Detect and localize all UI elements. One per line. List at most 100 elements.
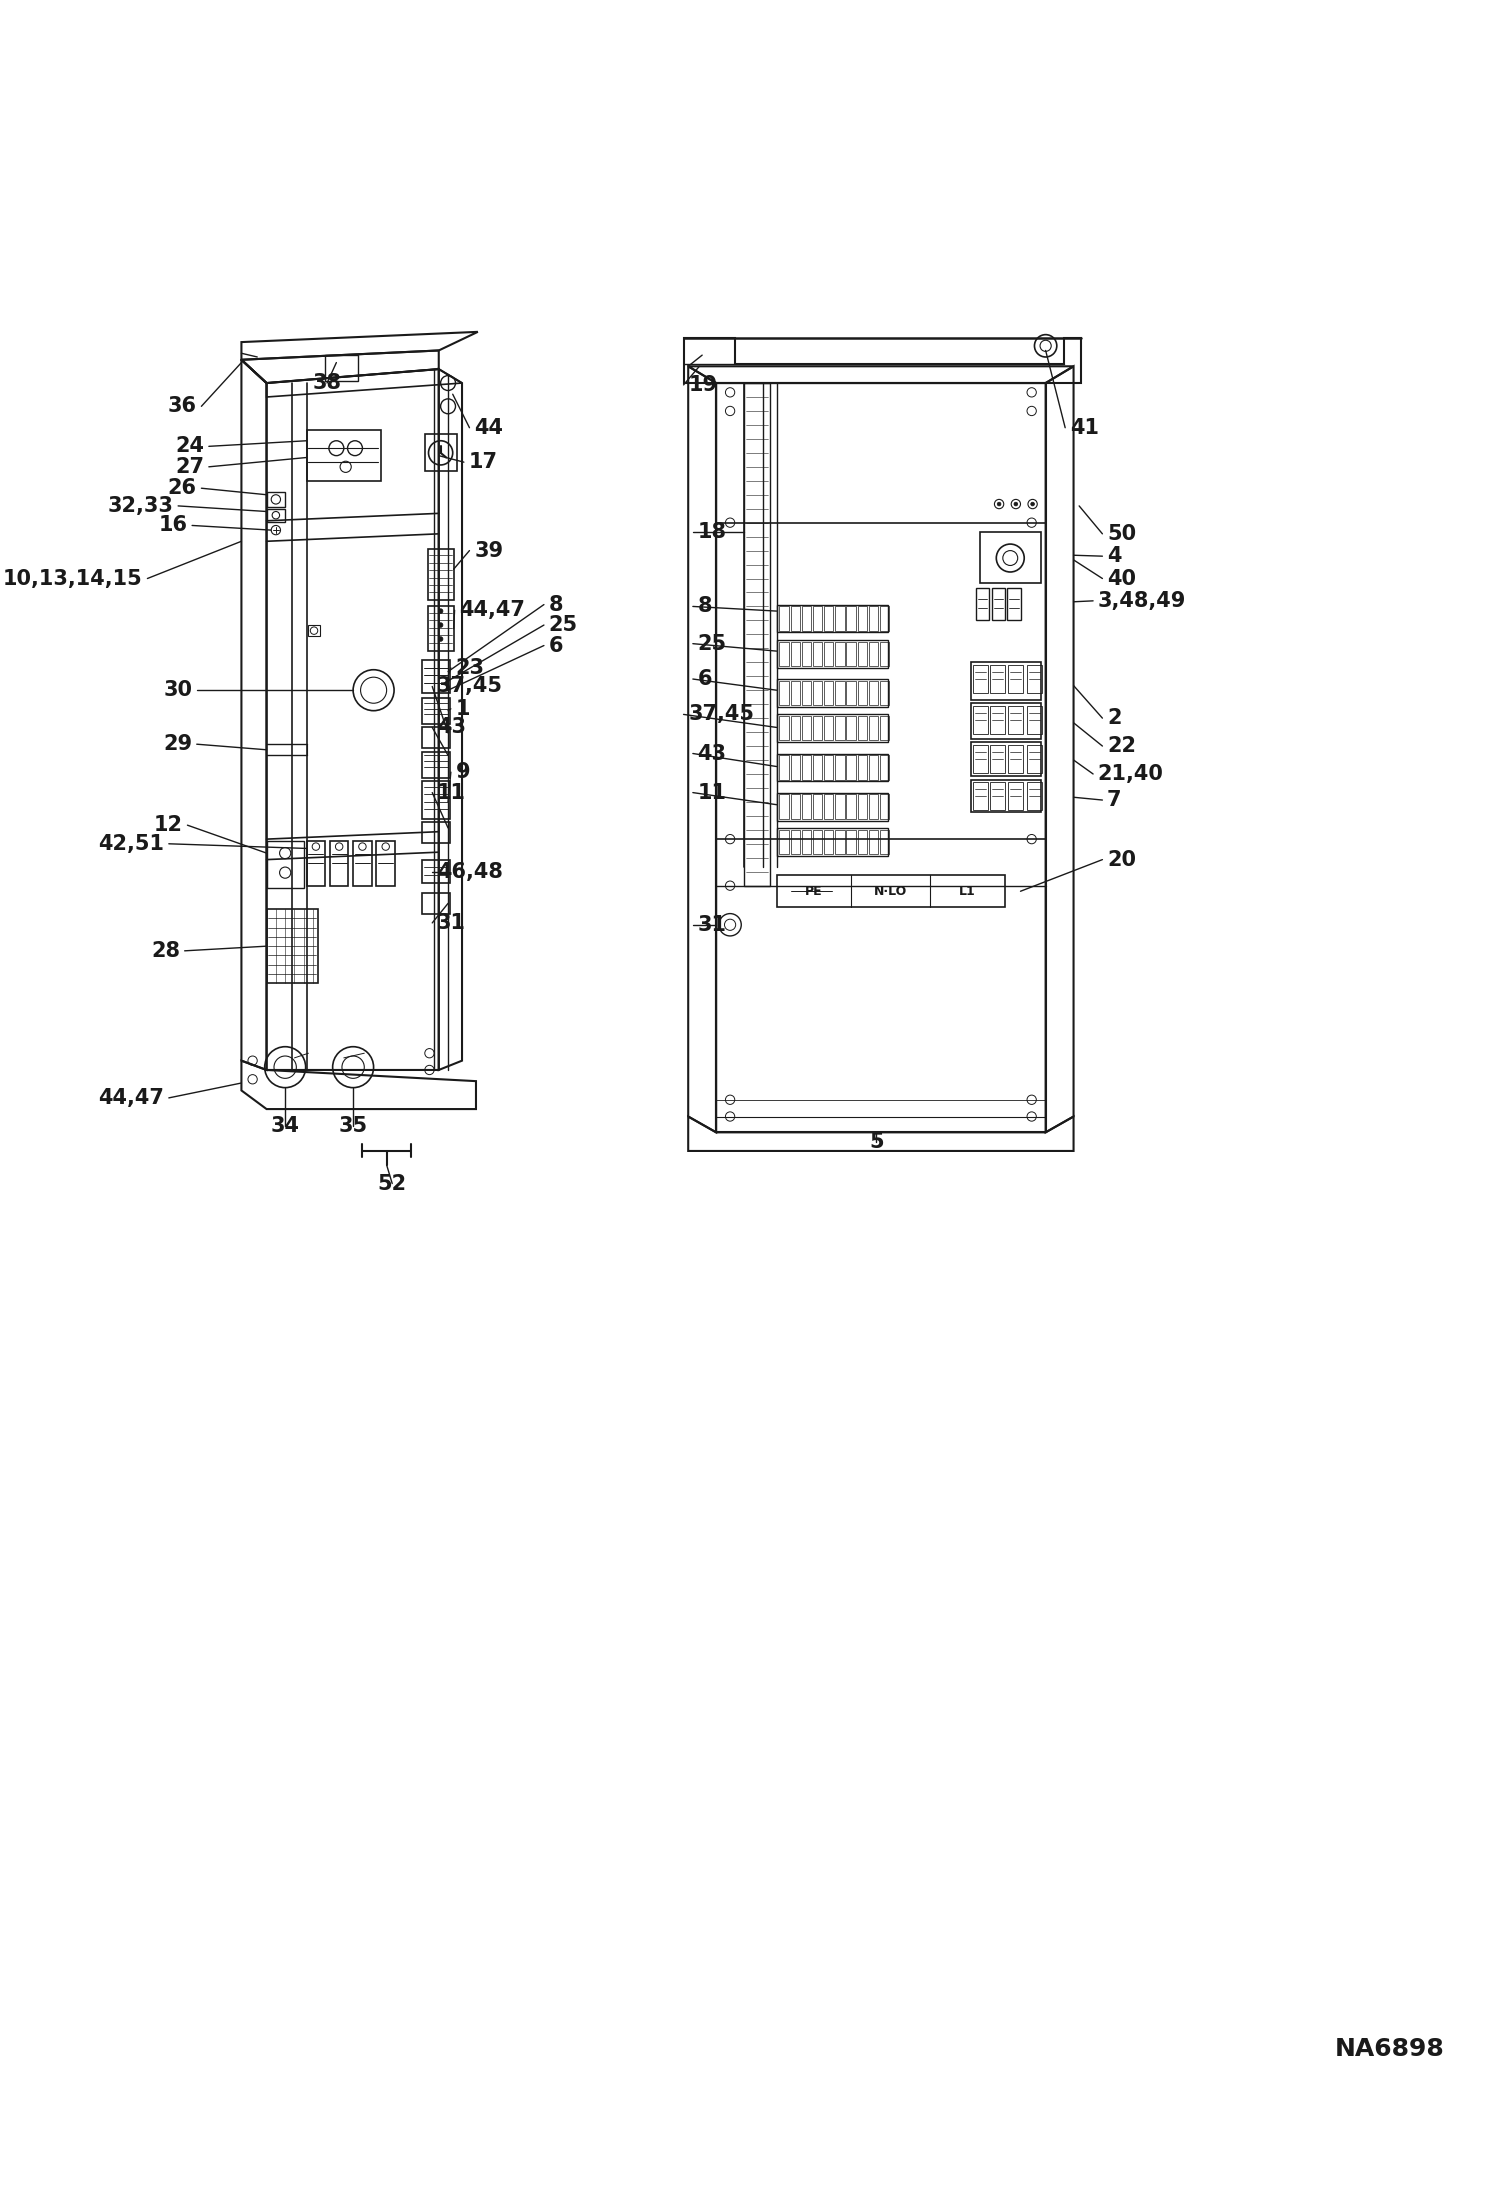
Text: 44,47: 44,47 xyxy=(99,1088,165,1107)
Text: 3,48,49: 3,48,49 xyxy=(1098,590,1186,612)
Bar xyxy=(1008,664,1023,693)
Text: 6: 6 xyxy=(548,636,563,656)
Text: 28: 28 xyxy=(151,941,180,961)
Bar xyxy=(1028,706,1043,735)
Bar xyxy=(1008,706,1023,735)
Bar xyxy=(869,643,878,667)
Bar xyxy=(791,607,800,632)
Bar xyxy=(869,794,878,818)
Bar xyxy=(267,491,285,507)
Bar xyxy=(801,643,810,667)
Bar xyxy=(879,643,890,667)
Text: 25: 25 xyxy=(548,614,578,636)
Bar xyxy=(858,607,867,632)
Bar xyxy=(422,822,449,842)
Bar xyxy=(879,680,890,706)
Text: 30: 30 xyxy=(163,680,192,700)
Bar xyxy=(974,746,987,774)
Text: 8: 8 xyxy=(548,594,563,614)
Bar xyxy=(267,840,304,888)
Bar xyxy=(981,533,1041,583)
Bar xyxy=(801,794,810,818)
Text: 27: 27 xyxy=(175,456,204,476)
Text: 2: 2 xyxy=(1107,708,1122,728)
Text: 26: 26 xyxy=(168,478,196,498)
Text: 32,33: 32,33 xyxy=(108,496,174,515)
Bar xyxy=(836,754,845,779)
Text: 46,48: 46,48 xyxy=(437,862,503,882)
Bar xyxy=(801,607,810,632)
Bar xyxy=(990,664,1005,693)
Text: 38: 38 xyxy=(313,373,342,393)
Bar xyxy=(427,548,454,601)
Bar xyxy=(422,893,449,914)
Bar xyxy=(776,792,888,820)
Bar xyxy=(801,829,810,853)
Text: 50: 50 xyxy=(1107,524,1135,544)
Bar xyxy=(971,743,1041,776)
Bar xyxy=(813,754,822,779)
Text: 11: 11 xyxy=(437,783,466,803)
Bar xyxy=(846,607,855,632)
Text: 41: 41 xyxy=(1070,417,1100,439)
Text: N·LO: N·LO xyxy=(873,884,906,897)
Bar xyxy=(836,607,845,632)
Text: 24: 24 xyxy=(175,436,204,456)
Text: 10,13,14,15: 10,13,14,15 xyxy=(3,568,142,588)
Bar xyxy=(791,717,800,741)
Bar xyxy=(824,643,833,667)
Bar xyxy=(975,588,989,621)
Bar xyxy=(1008,588,1020,621)
Bar xyxy=(990,706,1005,735)
Bar xyxy=(869,680,878,706)
Text: 7: 7 xyxy=(1107,789,1122,809)
Bar xyxy=(791,680,800,706)
Bar xyxy=(1008,783,1023,809)
Text: 16: 16 xyxy=(159,515,187,535)
Text: 31: 31 xyxy=(437,912,466,932)
Bar xyxy=(846,717,855,741)
Bar xyxy=(824,754,833,779)
Circle shape xyxy=(439,636,443,640)
Bar xyxy=(776,829,888,855)
Bar xyxy=(1028,746,1043,774)
Text: 25: 25 xyxy=(698,634,727,654)
Bar xyxy=(813,794,822,818)
Bar xyxy=(858,680,867,706)
Bar xyxy=(745,384,770,886)
Bar xyxy=(1028,783,1043,809)
Text: 52: 52 xyxy=(377,1173,407,1193)
Text: 37,45: 37,45 xyxy=(437,675,503,697)
Bar xyxy=(776,715,888,743)
Text: NA6898: NA6898 xyxy=(1335,2037,1444,2061)
Bar xyxy=(791,794,800,818)
Text: 44,47: 44,47 xyxy=(460,601,526,621)
Bar xyxy=(422,752,449,779)
Text: 22: 22 xyxy=(1107,737,1135,757)
Bar xyxy=(801,754,810,779)
Text: 4: 4 xyxy=(1107,546,1122,566)
Bar xyxy=(836,680,845,706)
Bar xyxy=(869,607,878,632)
Text: 11: 11 xyxy=(698,783,727,803)
Bar xyxy=(354,840,372,886)
Text: 37,45: 37,45 xyxy=(688,704,753,724)
Text: 20: 20 xyxy=(1107,849,1135,871)
Text: 42,51: 42,51 xyxy=(99,833,165,853)
Bar xyxy=(824,607,833,632)
Bar xyxy=(776,875,1005,908)
Bar xyxy=(425,434,457,471)
Bar xyxy=(824,794,833,818)
Bar xyxy=(971,662,1041,700)
Text: 31: 31 xyxy=(698,914,727,934)
Bar xyxy=(791,829,800,853)
Bar xyxy=(791,754,800,779)
Circle shape xyxy=(1031,502,1035,507)
Bar xyxy=(813,680,822,706)
Bar xyxy=(858,794,867,818)
Circle shape xyxy=(1014,502,1017,507)
Bar xyxy=(776,754,888,781)
Bar xyxy=(990,783,1005,809)
Bar xyxy=(779,754,789,779)
Text: 1: 1 xyxy=(455,700,470,719)
